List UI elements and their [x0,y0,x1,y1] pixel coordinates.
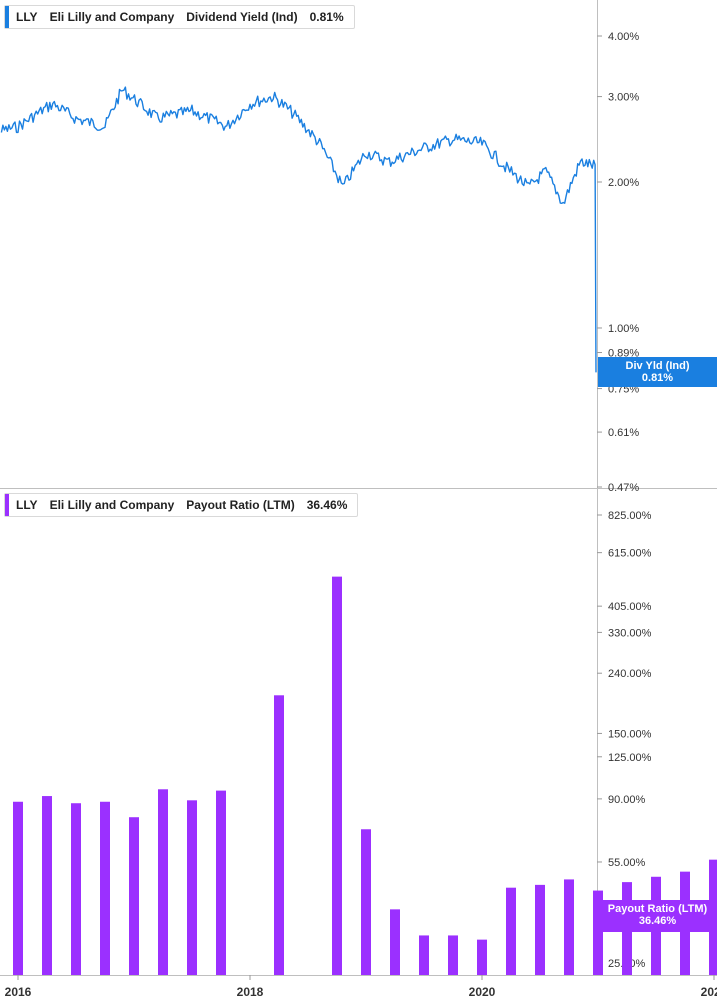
y-tick-label: 0.61% [608,427,639,439]
payout-bar [13,801,23,975]
y-tick-label: 125.00% [608,752,652,764]
y-tick-label: 240.00% [608,668,652,680]
legend-company: Eli Lilly and Company [49,10,175,24]
y-tick-label: 90.00% [608,794,646,806]
payout-bar [216,790,226,975]
y-tick-label: 4.00% [608,31,639,43]
y-tick-label: 0.89% [608,348,639,360]
payout-bar [42,796,52,975]
payout-bar [274,695,284,975]
payout-bar [564,879,574,975]
y-tick-label: 3.00% [608,92,639,104]
payout-bar [71,803,81,975]
y-tick-label: 1.00% [608,323,639,335]
legend-metric: Dividend Yield (Ind) [186,10,298,24]
legend-payout-ratio[interactable]: LLY Eli Lilly and Company Payout Ratio (… [4,493,359,517]
x-axis-ticks: 201620182020202220242026 [5,975,717,999]
y-tick-label: 825.00% [608,510,652,522]
dividend-yield-line [0,86,597,373]
payout-ratio-value-tag: Payout Ratio (LTM) 36.46% [598,900,717,932]
y-tick-label: 330.00% [608,627,652,639]
payout-bar [448,935,458,975]
x-tick-label: 2020 [469,985,496,999]
payout-bar [158,789,168,975]
payout-bar [361,829,371,975]
x-tick-label: 2018 [237,985,264,999]
top-y-ticks: 4.00%3.00%2.00%1.00%0.89%0.75%0.61%0.47% [597,31,639,494]
tag-value: 36.46% [638,915,677,927]
y-tick-label: 150.00% [608,728,652,740]
tag-label: Payout Ratio (LTM) [607,903,708,915]
legend-color-swatch [5,494,9,516]
payout-bar [477,939,487,975]
legend-color-swatch [5,6,9,28]
payout-bar [390,909,400,975]
payout-bar [593,890,603,975]
dividend-yield-value-tag: Div Yld (Ind) 0.81% [598,357,717,387]
y-tick-label: 55.00% [608,857,646,869]
legend-dividend-yield[interactable]: LLY Eli Lilly and Company Dividend Yield… [4,5,355,29]
y-tick-label: 615.00% [608,548,652,560]
legend-company: Eli Lilly and Company [49,498,175,512]
legend-metric: Payout Ratio (LTM) [186,498,295,512]
y-tick-label: 2.00% [608,177,639,189]
y-tick-label: 0.47% [608,482,639,494]
legend-value: 36.46% [306,498,348,512]
x-tick-label: 2016 [5,985,32,999]
payout-bar [332,576,342,975]
tag-value: 0.81% [641,372,674,384]
legend-ticker: LLY [16,498,38,512]
payout-bar [187,800,197,975]
legend-ticker: LLY [16,10,38,24]
y-tick-label: 405.00% [608,601,652,613]
x-tick-label: 2022 [701,985,717,999]
payout-bar [506,887,516,975]
payout-bar [535,884,545,975]
legend-value: 0.81% [309,10,344,24]
payout-bar [419,935,429,975]
payout-bar [129,817,139,975]
payout-bar [100,801,110,975]
tag-label: Div Yld (Ind) [625,360,690,372]
